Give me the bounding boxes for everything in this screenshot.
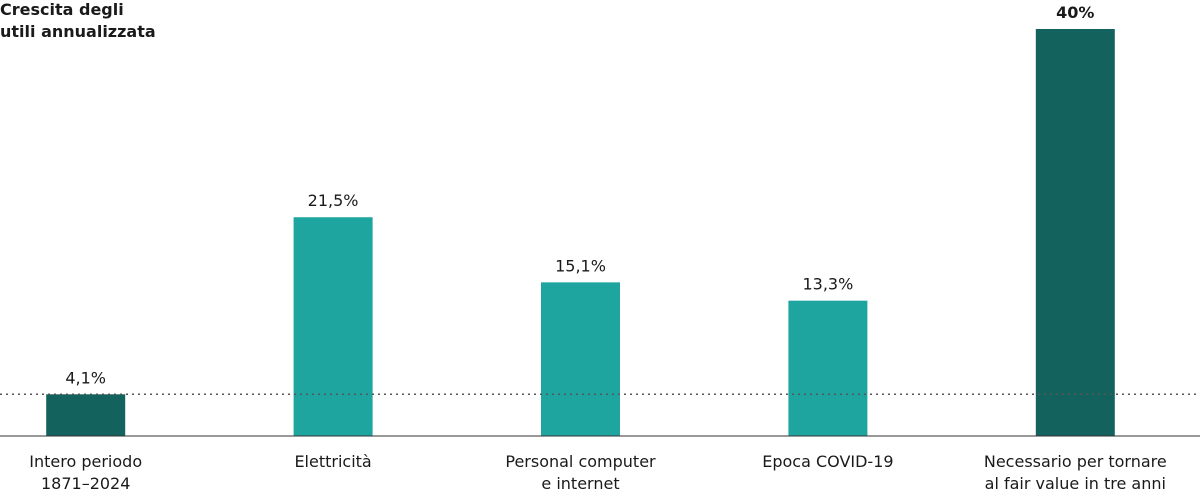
x-tick-label: Intero periodo 1871–2024 [29,452,142,493]
x-tick-label: Epoca COVID-19 [762,452,893,471]
bar [788,300,868,436]
value-label: 40% [1056,3,1094,22]
value-label: 15,1% [555,256,606,275]
bar [293,217,373,436]
value-label: 13,3% [802,274,853,293]
bar [46,394,126,436]
x-tick-label: Personal computer e internet [505,452,656,493]
bar [541,282,620,436]
y-axis-title: Crescita degli utili annualizzata [0,0,156,41]
bar [1035,29,1115,436]
value-label: 4,1% [65,368,106,387]
value-label: 21,5% [308,191,359,210]
x-tick-label: Elettricità [294,452,371,471]
x-tick-label: Necessario per tornare al fair value in t… [984,452,1167,493]
